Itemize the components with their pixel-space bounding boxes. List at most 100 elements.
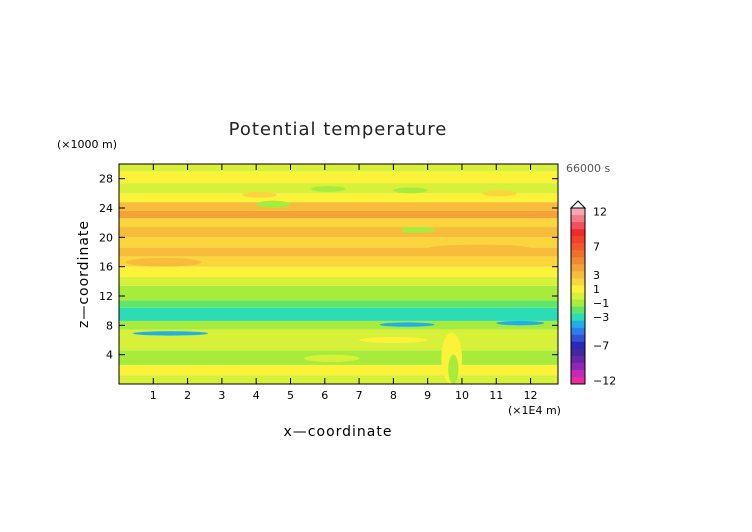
x-tick-label-4: 5 <box>287 389 294 402</box>
colorbar-swatch-20 <box>571 348 585 357</box>
chart-title: Potential temperature <box>229 119 448 140</box>
colorbar-swatch-5 <box>571 243 585 251</box>
colorbar-label-4: −1 <box>593 297 609 310</box>
x-tick-label-2: 3 <box>218 389 225 402</box>
colorbar-swatch-17 <box>571 327 585 336</box>
colorbar-swatch-14 <box>571 306 585 314</box>
x-tick-label-5: 6 <box>321 389 328 402</box>
y-axis: 4 8 12 16 20 24 28 <box>99 173 558 362</box>
x-tick-label-9: 10 <box>455 389 469 402</box>
contour-band-15 <box>119 218 558 228</box>
colorbar-swatch-18 <box>571 334 585 343</box>
colorbar-swatch-16 <box>571 320 585 328</box>
colorbar-label-0: 12 <box>593 206 607 219</box>
contour-feature-1 <box>393 187 428 194</box>
contour-feature-13 <box>359 337 428 343</box>
contour-band-18 <box>119 193 558 203</box>
colorbar-swatch-9 <box>571 271 585 279</box>
colorbar-swatch-7 <box>571 257 585 265</box>
y-tick-label-5: 24 <box>99 202 113 215</box>
colorbar-label-5: −3 <box>593 311 609 324</box>
contour-feature-14 <box>304 354 360 363</box>
contour-band-9 <box>119 276 558 286</box>
y-unit-label: (×1000 m) <box>57 138 117 151</box>
contour-band-4 <box>119 329 558 340</box>
contour-band-20 <box>119 171 558 184</box>
contour-feature-8 <box>379 322 435 327</box>
colorbar-swatch-0 <box>571 208 585 216</box>
contour-band-12 <box>119 247 558 257</box>
y-tick-label-3: 16 <box>99 261 113 274</box>
colorbar-label-6: −7 <box>593 339 609 352</box>
x-tick-label-7: 8 <box>390 389 397 402</box>
contour-band-11 <box>119 256 558 267</box>
y-tick-label-1: 8 <box>106 319 113 332</box>
colorbar-swatch-12 <box>571 292 585 300</box>
y-axis-label: z—coordinate <box>76 220 92 328</box>
colorbar-swatch-19 <box>571 341 585 350</box>
colorbar-swatch-24 <box>571 376 585 385</box>
colorbar-swatch-1 <box>571 215 585 223</box>
colorbar-swatch-4 <box>571 236 585 244</box>
contour-band-16 <box>119 210 558 219</box>
contour-band-0 <box>119 375 558 384</box>
contour-band-6 <box>119 307 558 321</box>
colorbar-swatch-8 <box>571 264 585 272</box>
contour-band-14 <box>119 227 558 238</box>
x-axis: 1 2 3 4 5 6 7 8 9 10 11 12 <box>150 164 538 402</box>
colorbar-swatch-10 <box>571 278 585 286</box>
colorbar-swatch-21 <box>571 355 585 364</box>
colorbar-label-2: 3 <box>593 269 600 282</box>
plot-frame <box>118 163 559 385</box>
x-tick-label-11: 12 <box>524 389 538 402</box>
contour-feature-6 <box>427 244 531 252</box>
colorbar-arrow <box>569 200 587 209</box>
plot-area <box>119 164 558 385</box>
contour-feature-4 <box>256 200 291 208</box>
x-axis-label: x—coordinate <box>284 424 393 440</box>
contour-band-7 <box>119 300 558 308</box>
contour-band-17 <box>119 202 558 211</box>
x-tick-label-0: 1 <box>150 389 157 402</box>
colorbar-frame <box>570 207 586 385</box>
contour-band-5 <box>119 320 558 330</box>
colorbar-swatch-22 <box>571 362 585 371</box>
colorbar-swatch-23 <box>571 369 585 378</box>
y-tick-label-4: 20 <box>99 231 113 244</box>
contour-feature-10 <box>132 331 209 336</box>
colorbar-swatch-3 <box>571 229 585 237</box>
colorbar-label-7: −12 <box>593 374 616 387</box>
y-tick-label-6: 28 <box>99 173 113 186</box>
contour-feature-9 <box>496 320 545 326</box>
contour-band-10 <box>119 266 558 277</box>
contour-band-21 <box>119 164 558 172</box>
contour-feature-12 <box>448 354 459 385</box>
y-tick-label-2: 12 <box>99 290 113 303</box>
y-tick-label-0: 4 <box>106 349 113 362</box>
colorbar-label-1: 7 <box>593 241 600 254</box>
contour-band-8 <box>119 285 558 301</box>
colorbar-swatch-6 <box>571 250 585 258</box>
x-tick-label-1: 2 <box>184 389 191 402</box>
x-tick-label-8: 9 <box>424 389 431 402</box>
colorbar-swatch-13 <box>571 299 585 307</box>
contour-feature-5 <box>400 227 435 233</box>
x-unit-label: (×1E4 m) <box>508 404 561 417</box>
contour-band-1 <box>119 364 558 376</box>
time-label: 66000 s <box>566 162 610 175</box>
x-tick-label-10: 11 <box>489 389 503 402</box>
contour-band-3 <box>119 340 558 351</box>
colorbar-swatch-11 <box>571 285 585 293</box>
x-tick-label-3: 4 <box>253 389 260 402</box>
colorbar-swatch-2 <box>571 222 585 230</box>
colorbar-swatch-15 <box>571 313 585 321</box>
colorbar-label-3: 1 <box>593 283 600 296</box>
contour-feature-3 <box>482 190 517 197</box>
contour-feature-0 <box>311 186 346 192</box>
contour-feature-7 <box>125 257 202 267</box>
x-tick-label-6: 7 <box>356 389 363 402</box>
contour-feature-2 <box>242 191 277 198</box>
colorbar: 12 7 31−1−3 −7 −12 <box>569 200 616 387</box>
contour-band-13 <box>119 237 558 248</box>
